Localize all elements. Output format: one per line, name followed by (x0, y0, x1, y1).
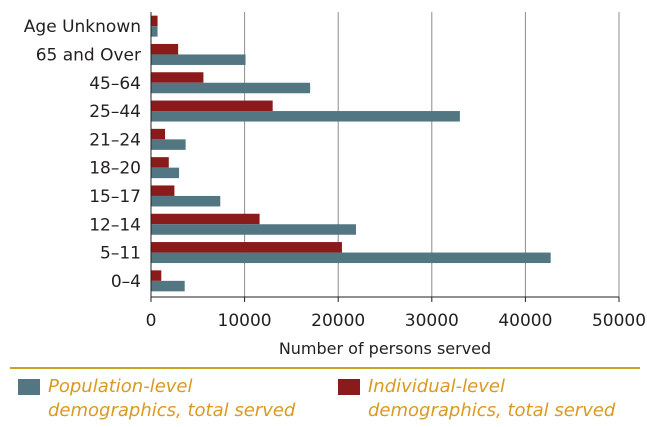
y-category-label: 12–14 (89, 215, 141, 235)
y-category-label: 65 and Over (36, 45, 141, 65)
bar-population-level (151, 26, 158, 37)
x-tick-label-50000: 50000 (592, 311, 646, 331)
bar-population-level (151, 82, 311, 94)
bar-individual-level (151, 72, 204, 83)
bar-population-level (151, 252, 551, 264)
legend-label-individual-line1: Individual-level (368, 376, 505, 397)
legend-label-population-line2: demographics, total served (48, 400, 296, 421)
legend-swatch-individual (338, 379, 360, 395)
y-category-label: 15–17 (89, 187, 141, 207)
bar-population-level (151, 111, 460, 122)
y-category-label: 5–11 (100, 244, 141, 264)
x-tick-label-10000: 10000 (218, 311, 272, 331)
bar-individual-level (151, 15, 158, 27)
bar-chart-plot: 0 10000 20000 30000 40000 50000 Number of pers… (24, 12, 646, 358)
bar-individual-level (151, 213, 260, 225)
bar-individual-level (151, 270, 162, 281)
y-category-label: 0–4 (111, 272, 141, 292)
chart-legend: Population-level demographics, total ser… (10, 367, 640, 427)
bar-population-level (151, 195, 221, 207)
x-tick-label-20000: 20000 (311, 311, 365, 331)
y-category-label: 45–64 (89, 74, 141, 94)
bar-population-level (151, 139, 186, 150)
legend-item-population: Population-level demographics, total ser… (18, 375, 318, 423)
legend-swatch-population (18, 379, 40, 395)
x-axis-title: Number of persons served (279, 339, 491, 358)
y-category-label: Age Unknown (24, 17, 141, 37)
bar-population-level (151, 224, 356, 235)
legend-label-population-line1: Population-level (48, 376, 193, 397)
legend-item-individual: Individual-level demographics, total ser… (338, 375, 638, 423)
bar-population-level (151, 280, 185, 292)
y-category-label: 18–20 (89, 159, 141, 179)
bar-population-level (151, 167, 180, 179)
bar-individual-level (151, 43, 179, 55)
bar-individual-level (151, 100, 273, 112)
y-category-label: 21–24 (89, 130, 141, 150)
bar-individual-level (151, 242, 342, 253)
x-tick-label-40000: 40000 (498, 311, 552, 331)
x-tick-label-30000: 30000 (405, 311, 459, 331)
bar-individual-level (151, 128, 166, 140)
bar-individual-level (151, 185, 175, 196)
bar-individual-level (151, 157, 169, 168)
x-tick-label-0: 0 (146, 311, 157, 331)
y-category-label: 25–44 (89, 102, 141, 122)
legend-label-individual-line2: demographics, total served (368, 400, 616, 421)
bar-population-level (151, 54, 246, 65)
